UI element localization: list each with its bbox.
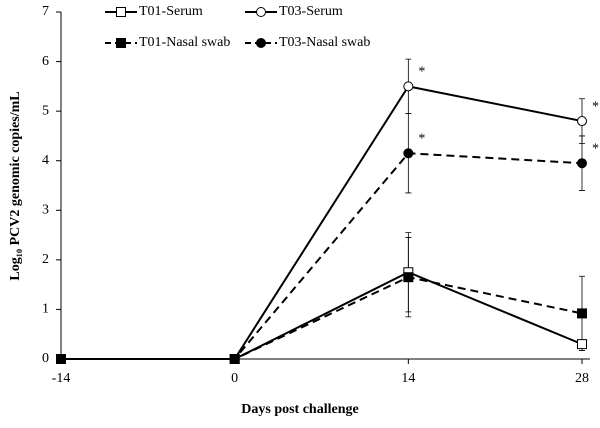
legend-label: T01-Nasal swab [139,35,230,50]
annotation: * [418,131,425,146]
marker [577,158,587,169]
series-line [61,152,583,360]
legend-marker [256,38,266,48]
legend-marker [116,7,126,17]
annotation: * [592,141,599,156]
x-tick-label: 0 [231,371,238,386]
y-tick-label: 6 [42,54,49,69]
y-tick-label: 7 [42,4,49,19]
y-tick-label: 1 [42,302,49,317]
x-tick-label: 28 [575,371,589,386]
marker [577,308,587,319]
marker [56,354,66,364]
marker [403,272,414,283]
marker [403,148,414,159]
legend-label: T01-Serum [139,4,203,19]
marker [403,81,414,92]
legend-label: T03-Nasal swab [279,35,370,50]
legend-marker [116,38,126,48]
y-tick-label: 3 [42,203,49,218]
series-line [61,85,583,360]
y-tick-label: 5 [42,103,49,118]
x-axis-label: Days post challenge [241,402,358,417]
marker [577,339,587,350]
legend-label: T03-Serum [279,4,343,19]
legend-marker [256,7,266,17]
marker [229,354,240,364]
x-tick-label: -14 [52,371,71,386]
y-tick-label: 2 [42,252,49,267]
y-tick-label: 0 [42,351,49,366]
marker [577,116,587,127]
y-tick-label: 4 [42,153,49,168]
x-tick-label: 14 [401,371,415,386]
series-line [61,271,583,360]
series-line [61,276,583,360]
annotation: * [592,99,599,114]
y-axis-label: Log₁₀ PCV2 genomic copies/mL [8,91,23,280]
annotation: * [418,65,425,80]
